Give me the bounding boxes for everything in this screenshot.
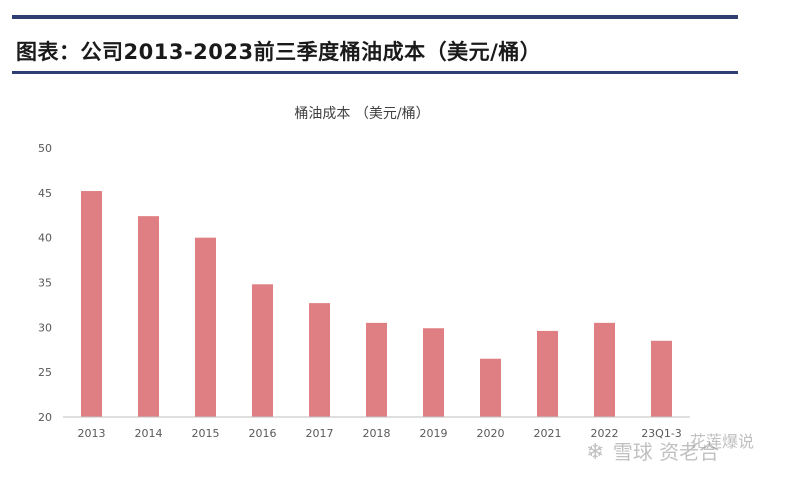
y-tick-label: 45 bbox=[38, 187, 52, 200]
bar bbox=[423, 328, 444, 417]
bar bbox=[594, 322, 615, 417]
snowball-logo-icon: ❄ bbox=[586, 440, 605, 465]
y-tick-label: 20 bbox=[38, 411, 52, 424]
x-tick-label: 2014 bbox=[135, 427, 163, 440]
watermark-author: 资老合 bbox=[659, 440, 720, 464]
bar bbox=[138, 216, 159, 417]
watermark-brand: 雪球 bbox=[612, 440, 653, 464]
x-tick-label: 2021 bbox=[534, 427, 562, 440]
x-tick-label: 2016 bbox=[249, 427, 277, 440]
header-top-rule bbox=[12, 15, 738, 19]
x-tick-label: 2017 bbox=[306, 427, 334, 440]
chart-title: 桶油成本 （美元/桶） bbox=[294, 106, 429, 122]
y-tick-label: 40 bbox=[38, 232, 52, 245]
bar bbox=[480, 358, 501, 417]
y-tick-label: 25 bbox=[38, 366, 52, 379]
watermark-author-top: 花莲爆说 bbox=[690, 432, 755, 451]
bar bbox=[651, 340, 672, 417]
page-title: 图表：公司2013-2023前三季度桶油成本（美元/桶） bbox=[16, 40, 542, 64]
x-tick-label: 23Q1-3 bbox=[641, 427, 682, 440]
watermark: ❄ 雪球 资老合 花莲爆说 bbox=[586, 432, 754, 465]
bar bbox=[309, 303, 330, 417]
bar bbox=[195, 237, 216, 417]
x-tick-label: 2019 bbox=[420, 427, 448, 440]
y-tick-label: 30 bbox=[38, 321, 52, 334]
x-tick-label: 2018 bbox=[363, 427, 391, 440]
y-axis: 20 25 30 35 40 45 50 bbox=[38, 142, 52, 424]
x-axis: 2013 2014 2015 2016 2017 2018 2019 2020 2021 2022… bbox=[78, 427, 682, 440]
bar bbox=[366, 322, 387, 417]
x-tick-label: 2015 bbox=[192, 427, 220, 440]
y-tick-label: 35 bbox=[38, 277, 52, 290]
bar-series bbox=[81, 191, 672, 417]
y-tick-label: 50 bbox=[38, 142, 52, 155]
x-tick-label: 2013 bbox=[78, 427, 106, 440]
header-bottom-rule bbox=[12, 71, 738, 74]
bar bbox=[252, 284, 273, 417]
x-tick-label: 2020 bbox=[477, 427, 505, 440]
bar bbox=[537, 330, 558, 417]
x-tick-label: 2022 bbox=[591, 427, 619, 440]
bar bbox=[81, 191, 102, 417]
